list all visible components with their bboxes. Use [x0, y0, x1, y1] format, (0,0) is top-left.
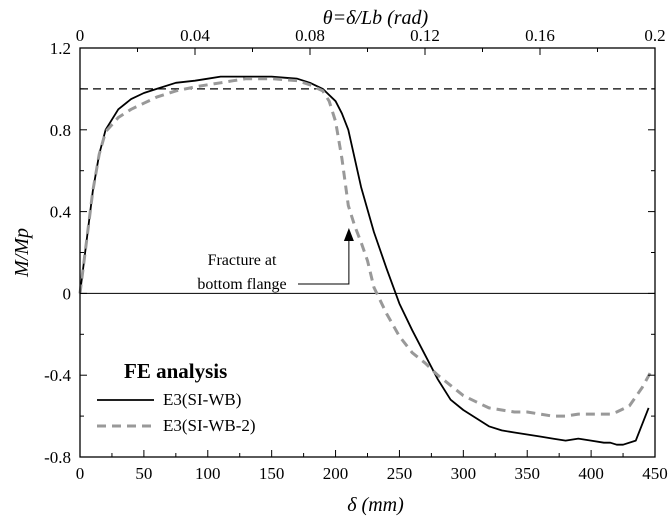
axes-layer	[79, 47, 656, 458]
annotation-arrowhead	[343, 227, 354, 241]
x2-tick-label: 0.12	[410, 26, 440, 45]
series-line-1	[78, 77, 653, 418]
x-tick-label: 0	[76, 464, 85, 483]
y-tick-label: 0	[63, 284, 72, 303]
x-axis-title: δ (mm)	[347, 494, 404, 516]
text-layer: 0 50 100 150 200 250 300 350 400 450 0 0.04 0.08 0.12…	[11, 7, 668, 516]
x2-tick-label: 0	[76, 26, 85, 45]
x-tick-label: 100	[195, 464, 221, 483]
x2-tick-label: 0.2	[644, 26, 665, 45]
x-tick-label: 150	[259, 464, 285, 483]
x2-tick-label: 0.04	[180, 26, 210, 45]
x-tick-label: 200	[323, 464, 349, 483]
x-tick-label: 400	[578, 464, 604, 483]
y-tick-label: 0.8	[50, 121, 71, 140]
x-tick-label: 300	[451, 464, 477, 483]
x2-tick-label: 0.08	[295, 26, 325, 45]
plot-area	[80, 88, 655, 294]
y-tick-label: 0.4	[50, 203, 72, 222]
x2-axis-title: θ=δ/Lb (rad)	[323, 7, 429, 29]
legend-label-1: E3(SI-WB-2)	[163, 416, 256, 435]
y-tick-label: 1.2	[50, 39, 71, 58]
legend-label-0: E3(SI-WB)	[163, 390, 241, 409]
annotation-text-line-2: bottom flange	[197, 276, 286, 293]
x-tick-label: 450	[642, 464, 668, 483]
y-axis-title: M/Mp	[11, 228, 33, 278]
x2-tick-label: 0.16	[525, 26, 555, 45]
x-tick-label: 250	[387, 464, 413, 483]
series-layer	[78, 75, 653, 446]
x-tick-label: 350	[514, 464, 540, 483]
x-tick-label: 50	[135, 464, 152, 483]
annotation-leader	[298, 237, 350, 285]
y-tick-label: -0.4	[44, 366, 71, 385]
legend-title: FE analysis	[124, 359, 227, 383]
y-tick-label: -0.8	[44, 448, 71, 467]
series-line-0	[79, 75, 650, 446]
annotation-text-line-1: Fracture at	[208, 252, 277, 269]
